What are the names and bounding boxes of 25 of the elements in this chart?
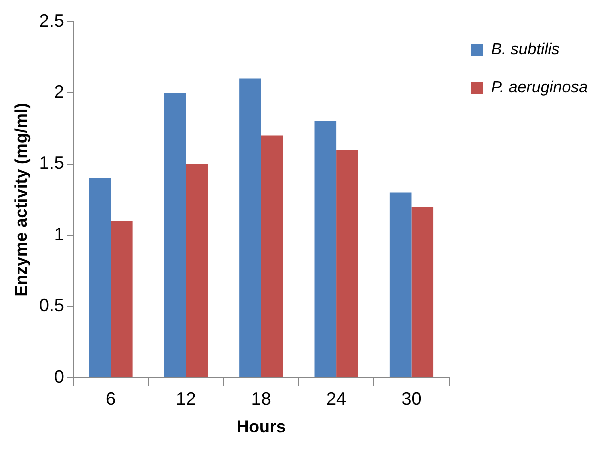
bar <box>261 136 284 378</box>
x-tick-label: 18 <box>251 388 272 409</box>
y-axis-title: Enzyme activity (mg/ml) <box>12 103 31 297</box>
y-tick-label: 0 <box>54 366 64 387</box>
bar <box>240 78 262 378</box>
y-tick-label: 2 <box>54 82 64 102</box>
y-tick-label: 2.5 <box>39 10 64 31</box>
x-tick-label: 12 <box>176 388 196 409</box>
bar <box>390 192 412 378</box>
x-axis-title: Hours <box>236 417 286 436</box>
bar <box>314 122 337 378</box>
legend-label: P. aeruginosa <box>491 79 588 96</box>
bar <box>164 93 186 378</box>
bar <box>89 178 112 378</box>
bar <box>412 207 434 378</box>
y-tick-label: 0.5 <box>39 296 64 316</box>
bar <box>186 164 208 378</box>
y-tick-label: 1.5 <box>39 153 64 174</box>
x-tick-label: 30 <box>402 388 422 409</box>
bar <box>336 150 358 378</box>
legend-label: B. subtilis <box>491 41 560 58</box>
y-tick-label: 1 <box>54 224 64 244</box>
x-tick-label: 24 <box>326 388 347 409</box>
x-tick-label: 6 <box>106 388 116 409</box>
bar <box>111 221 133 378</box>
